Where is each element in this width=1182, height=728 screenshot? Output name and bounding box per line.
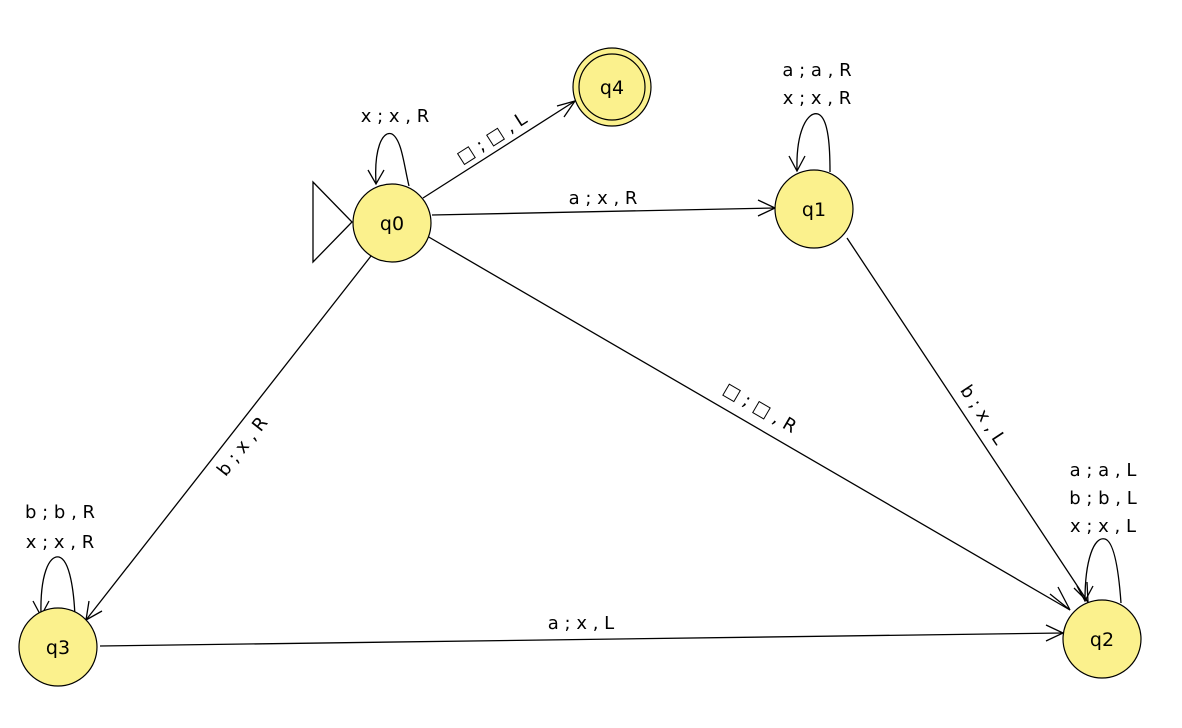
edge-label-q3-q3-1: x ; x , R (26, 532, 94, 553)
state-q3: q3 (18, 607, 98, 687)
edge-label-q1-q1-0: a ; a , R (782, 60, 851, 81)
edge-label-q2-q2-1: b ; b , L (1069, 488, 1137, 509)
edge-q2-q2: a ; a , L b ; b , L x ; x , L (1069, 460, 1137, 604)
edge-label-q0-q1: a ; x , R (569, 188, 638, 209)
state-label-q1: q1 (802, 199, 826, 221)
edge-q0-q4: □ ; □ , L (422, 99, 577, 199)
edge-label-q2-q2-2: x ; x , L (1070, 516, 1136, 537)
edge-q0-q0: x ; x , R (361, 106, 429, 187)
edge-q0-q3: b ; x , R (85, 255, 372, 622)
state-q4: q4 (572, 47, 652, 127)
edge-q1-q2: b ; x , L (846, 237, 1089, 604)
state-q0: q0 (352, 183, 432, 263)
edge-q3-q3: b ; b , R x ; x , R (25, 502, 95, 618)
edge-q0-q1: a ; x , R (431, 188, 777, 217)
edge-label-q1-q1-1: x ; x , R (783, 88, 851, 109)
state-label-q3: q3 (46, 637, 70, 659)
state-label-q4: q4 (600, 77, 624, 99)
edge-q0-q2: □ ; □ , R (426, 235, 1071, 611)
state-label-q0: q0 (380, 213, 404, 235)
state-label-q2: q2 (1090, 629, 1114, 651)
edge-label-q3-q3-0: b ; b , R (25, 502, 95, 523)
edge-q3-q2: a ; x , L (99, 613, 1065, 647)
edge-q1-q1: a ; a , R x ; x , R (782, 60, 852, 173)
state-q1: q1 (774, 169, 854, 249)
edge-label-q3-q2: a ; x , L (548, 613, 614, 634)
edge-label-q2-q2-0: a ; a , L (1070, 460, 1137, 481)
edge-label-q0-q4: □ ; □ , L (453, 108, 531, 168)
start-state-marker (312, 180, 353, 264)
edge-label-q0-q0: x ; x , R (361, 106, 429, 127)
state-q2: q2 (1062, 599, 1142, 679)
accepting-ring (578, 53, 646, 121)
